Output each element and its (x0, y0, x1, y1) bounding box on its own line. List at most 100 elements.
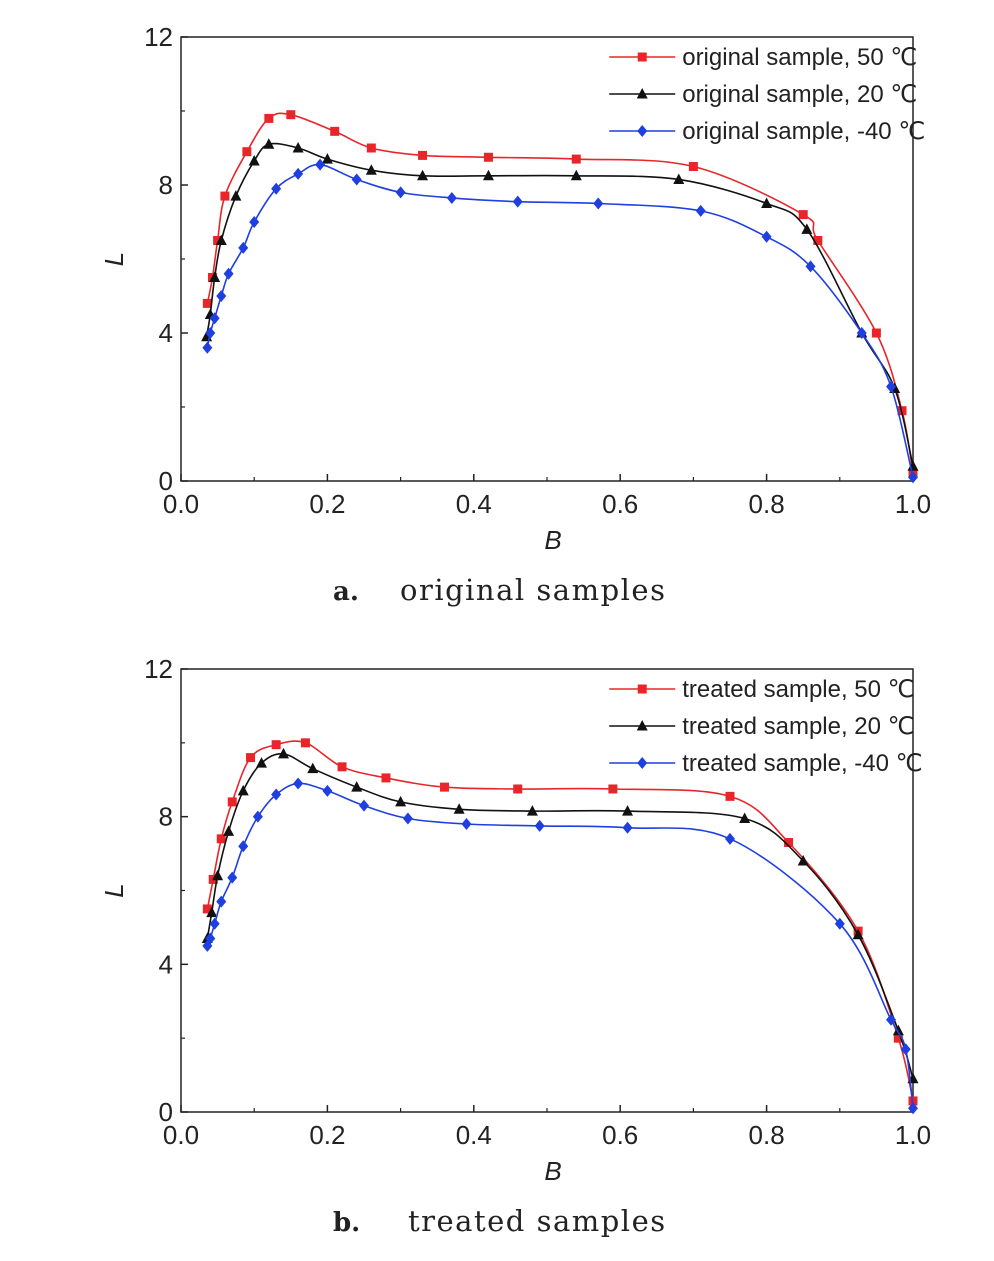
data-point (216, 834, 226, 844)
data-point (263, 138, 275, 149)
data-point (205, 932, 216, 945)
chart-panel-original: 0.0 0.2 0.4 0.6 0.8 1.0 0 4 8 12 original sample,… (99, 22, 931, 607)
data-point (315, 158, 326, 171)
x-tick-label: 0.2 (309, 489, 345, 519)
y-tick-label: 0 (159, 466, 173, 496)
legend-label: treated sample, 50 ℃ (682, 676, 914, 703)
data-point (238, 241, 249, 254)
data-point (322, 784, 333, 797)
x-tick-label: 1.0 (895, 489, 931, 519)
data-point (513, 784, 523, 794)
y-tick-label: 12 (144, 22, 173, 52)
data-point (202, 341, 213, 354)
data-point (248, 154, 260, 166)
data-point (223, 825, 235, 836)
y-tick-label: 8 (159, 802, 173, 832)
data-point (805, 260, 816, 273)
x-tick-label: 0.8 (749, 489, 785, 519)
data-point (213, 236, 223, 245)
data-point (512, 195, 523, 208)
x-tick-label: 0.0 (163, 1120, 199, 1150)
data-point (798, 210, 808, 220)
data-point (242, 147, 252, 157)
data-point (215, 234, 227, 245)
data-point (395, 186, 406, 199)
data-point (797, 854, 809, 866)
data-point (300, 738, 310, 748)
data-point (526, 805, 538, 816)
data-point (892, 1024, 904, 1036)
data-point (256, 757, 268, 768)
legend-marker (637, 125, 648, 137)
data-point (365, 164, 377, 175)
data-point (534, 819, 545, 832)
data-point (395, 795, 407, 807)
data-point (900, 1043, 911, 1056)
data-point (417, 169, 429, 181)
data-point (209, 917, 220, 930)
data-point (230, 190, 242, 201)
data-point (402, 812, 413, 825)
y-tick-label: 4 (159, 318, 173, 348)
caption-text: original samples (400, 573, 666, 607)
legend-label: treated sample, -40 ℃ (682, 750, 922, 777)
data-point (695, 204, 706, 217)
x-tick-label: 0.6 (602, 489, 638, 519)
data-point (246, 753, 256, 763)
data-point (252, 810, 263, 823)
series-1 (201, 747, 919, 1084)
data-point (202, 904, 212, 914)
data-point (440, 782, 450, 792)
data-point (205, 327, 216, 339)
y-axis-label: L (99, 252, 129, 266)
x-tick-label: 0.4 (456, 1120, 492, 1150)
data-point (321, 153, 333, 164)
data-point (381, 773, 391, 783)
legend-marker (636, 88, 648, 99)
x-tick-label: 0.2 (309, 1120, 345, 1150)
data-point (366, 143, 376, 153)
data-point (856, 327, 867, 339)
data-point (739, 812, 751, 824)
data-point (813, 236, 823, 245)
data-point (286, 110, 296, 120)
legend-marker (637, 757, 648, 769)
series-line (205, 142, 914, 467)
data-point (482, 169, 494, 181)
data-point (801, 223, 813, 234)
data-point (337, 762, 347, 772)
y-tick-label: 0 (159, 1097, 173, 1127)
data-point (202, 298, 212, 308)
legend-label: treated sample, 20 ℃ (682, 713, 914, 740)
data-point (688, 162, 698, 171)
data-point (271, 788, 282, 801)
legend-label: original sample, 20 ℃ (682, 81, 917, 108)
x-tick-label: 1.0 (895, 1120, 931, 1150)
x-axis-label: B (544, 525, 561, 555)
series-2 (202, 158, 918, 484)
axis-ticks: 0.0 0.2 0.4 0.6 0.8 1.0 0 4 8 12 (144, 654, 931, 1150)
data-point (249, 216, 260, 228)
data-point (571, 154, 581, 164)
data-point (227, 871, 238, 884)
x-axis-label: B (544, 1156, 561, 1186)
data-point (784, 838, 794, 848)
data-point (206, 906, 218, 918)
data-point (725, 832, 735, 845)
x-tick-label: 0.6 (602, 1120, 638, 1150)
data-point (461, 818, 472, 831)
y-tick-label: 8 (159, 170, 173, 200)
legend-marker (636, 720, 648, 731)
data-point (216, 895, 227, 908)
legend: treated sample, 50 ℃ treated sample, 20 ℃… (609, 676, 923, 777)
data-point (271, 182, 282, 195)
data-point (871, 328, 881, 338)
data-point (351, 173, 362, 186)
data-point (908, 471, 918, 484)
legend-label: original sample, -40 ℃ (682, 118, 925, 145)
axis-ticks: 0.0 0.2 0.4 0.6 0.8 1.0 0 4 8 12 (144, 22, 931, 519)
data-point (330, 126, 340, 136)
data-point (593, 197, 604, 210)
data-point (293, 777, 304, 790)
